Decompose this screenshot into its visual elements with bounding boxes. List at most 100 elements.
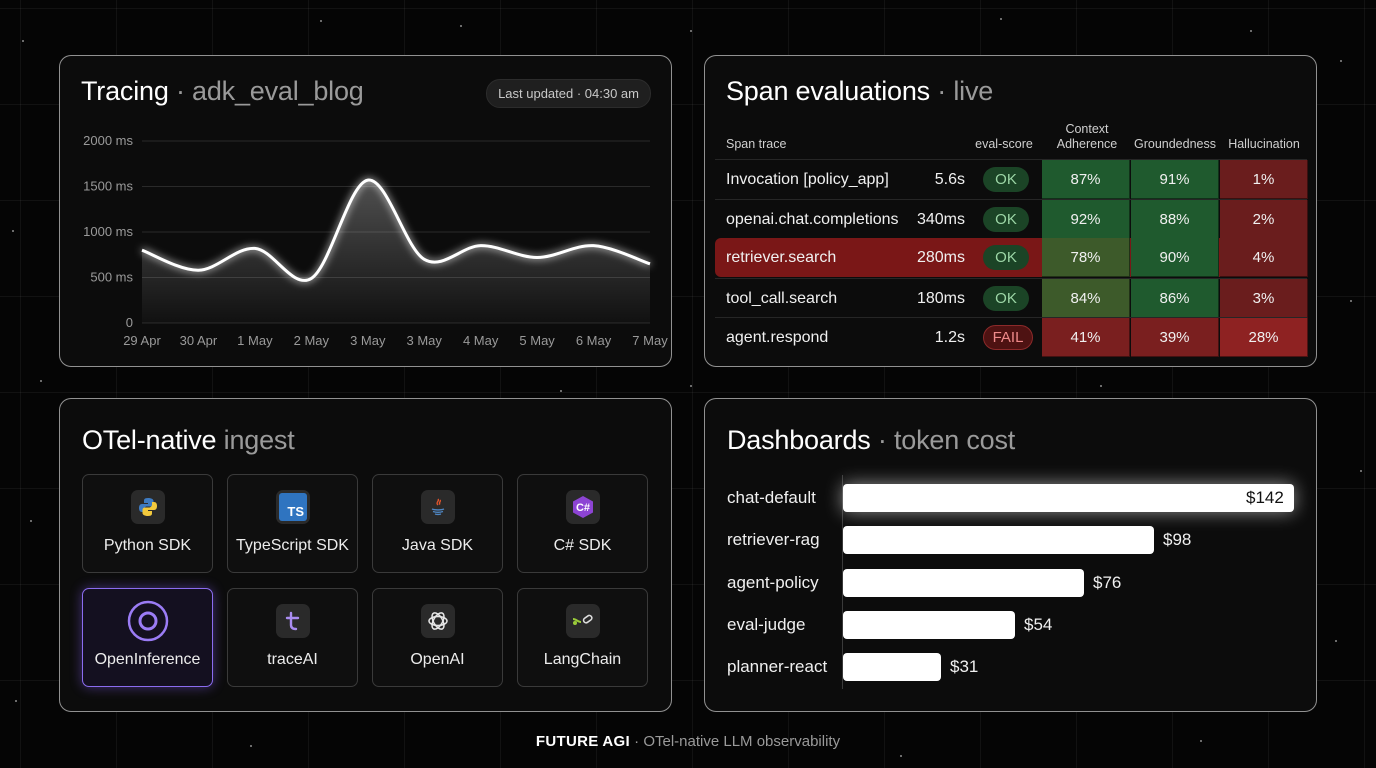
context-adherence-cell: 84% — [1042, 278, 1130, 318]
cost-bar-row[interactable]: chat-default $142 — [705, 484, 1318, 514]
star-dot — [900, 755, 902, 757]
x-tick-label: 1 May — [237, 333, 273, 348]
star-dot — [1340, 60, 1342, 62]
star-dot — [1250, 30, 1252, 32]
sdk-tile-openinference[interactable]: OpenInference — [82, 588, 213, 687]
x-tick-label: 3 May — [350, 333, 386, 348]
cost-bar — [843, 526, 1154, 555]
context-adherence-cell: 92% — [1042, 199, 1130, 239]
bar-label: retriever-rag — [727, 530, 820, 550]
dashboards-panel: Dashboards · token cost chat-default $142… — [704, 398, 1317, 712]
x-tick-label: 2 May — [294, 333, 330, 348]
span-name: agent.respond — [726, 329, 829, 346]
bar-label: eval-judge — [727, 614, 806, 634]
tracing-panel: Tracing · adk_eval_blog Last updated · 0… — [59, 55, 672, 367]
span-name: tool_call.search — [726, 289, 838, 307]
dash-title: Dashboards · token cost — [727, 425, 1015, 456]
span-duration: 340ms — [916, 210, 965, 228]
span-row[interactable]: openai.chat.completions 340ms OK 92% 88% 2% — [715, 198, 1308, 239]
sdk-tile-java-sdk[interactable]: Java SDK — [372, 474, 503, 573]
y-tick-label: 500 ms — [90, 270, 133, 285]
x-tick-label: 30 Apr — [180, 333, 218, 348]
sdk-label: C# SDK — [553, 537, 612, 554]
sdk-tile-c-sdk[interactable]: C# C# SDK — [517, 474, 648, 573]
star-dot — [30, 520, 32, 522]
footer: FUTURE AGI · OTel-native LLM observabili… — [0, 733, 1376, 750]
cost-bar-row[interactable]: agent-policy $76 — [705, 568, 1318, 599]
cost-bar-row[interactable]: retriever-rag $98 — [705, 526, 1318, 556]
span-row[interactable]: tool_call.search 180ms OK 84% 86% 3% — [715, 277, 1308, 318]
sdk-label: OpenAI — [410, 651, 465, 668]
sdk-tile-typescript-sdk[interactable]: TS TypeScript SDK — [227, 474, 358, 573]
hallucination-cell: 3% — [1220, 278, 1308, 318]
groundedness-cell: 86% — [1131, 278, 1219, 318]
star-dot — [250, 745, 252, 747]
context-adherence-cell: 78% — [1042, 238, 1130, 277]
span-name: Invocation [policy_app] — [726, 171, 889, 188]
sdk-label: OpenInference — [94, 651, 201, 668]
y-tick-label: 1500 ms — [83, 179, 133, 194]
sdk-label: Java SDK — [401, 537, 474, 554]
span-row[interactable]: Invocation [policy_app] 5.6s OK 87% 91% 1% — [715, 159, 1308, 199]
x-tick-label: 6 May — [576, 333, 612, 348]
latency-area — [142, 180, 650, 323]
cost-bar — [843, 653, 941, 682]
bar-label: chat-default — [727, 488, 816, 507]
spans-title: Span evaluations · live — [726, 76, 993, 107]
bar-value: $98 — [1163, 530, 1192, 550]
hallucination-cell: 1% — [1220, 160, 1308, 199]
span-name: retriever.search — [726, 249, 837, 266]
sdk-tile-langchain[interactable]: LangChain — [517, 588, 648, 687]
span-name: openai.chat.completions — [726, 210, 899, 228]
eval-score-pill: OK — [983, 245, 1029, 270]
sdk-tile-traceai[interactable]: traceAI — [227, 588, 358, 687]
bar-value: $76 — [1093, 572, 1122, 592]
hallucination-cell: 2% — [1220, 199, 1308, 239]
star-dot — [1100, 385, 1102, 387]
sdk-tile-python-sdk[interactable]: Python SDK — [82, 474, 213, 573]
span-duration: 1.2s — [934, 329, 965, 346]
dash-title-sub: · token cost — [877, 425, 1016, 455]
bar-value: $31 — [950, 657, 979, 677]
context-adherence-cell: 87% — [1042, 160, 1130, 199]
groundedness-cell: 91% — [1131, 160, 1219, 199]
eval-score-pill: FAIL — [983, 325, 1033, 350]
star-dot — [560, 390, 562, 392]
span-row[interactable]: agent.respond 1.2s FAIL 41% 39% 28% — [715, 317, 1308, 357]
bar-axis — [842, 475, 843, 689]
dash-title-main: Dashboards — [727, 425, 871, 455]
groundedness-cell: 88% — [1131, 199, 1219, 239]
java-icon — [421, 490, 455, 524]
latency-chart: 2000 ms 1500 ms 1000 ms 500 ms 0 29 Apr 30 Apr… — [83, 133, 668, 348]
bar-value: $142 — [1246, 488, 1284, 507]
cost-bar-row[interactable]: eval-judge $54 — [705, 610, 1318, 641]
star-dot — [690, 385, 692, 387]
traceai-icon — [276, 604, 310, 638]
sdk-label: Python SDK — [103, 537, 192, 554]
bar-label: planner-react — [727, 657, 828, 677]
cost-bar — [843, 568, 1084, 597]
header-context-adherence: Context Adherence — [1056, 122, 1118, 151]
groundedness-cell: 39% — [1131, 318, 1219, 357]
bar-value: $54 — [1024, 614, 1053, 634]
csharp-icon: C# — [566, 490, 600, 524]
context-adherence-cell: 41% — [1042, 318, 1130, 357]
header-eval-score: eval-score — [975, 137, 1033, 151]
x-tick-label: 29 Apr — [123, 333, 161, 348]
header-span-trace: Span trace — [726, 137, 787, 151]
bar-label: agent-policy — [727, 572, 819, 592]
cost-bar — [843, 610, 1015, 639]
span-row[interactable]: retriever.search 280ms OK 78% 90% 4% — [715, 238, 1308, 277]
eval-score-pill: OK — [983, 285, 1029, 311]
sdk-tile-openai[interactable]: OpenAI — [372, 588, 503, 687]
tracing-title-main: Tracing — [81, 76, 169, 106]
star-dot — [1200, 740, 1202, 742]
cost-bar-row[interactable]: planner-react $31 — [705, 653, 1318, 683]
star-dot — [22, 40, 24, 42]
y-tick-label: 0 — [126, 315, 133, 330]
last-updated-badge: Last updated · 04:30 am — [486, 79, 651, 108]
sdk-label: TypeScript SDK — [236, 537, 349, 554]
y-tick-label: 2000 ms — [83, 133, 133, 148]
span-duration: 280ms — [916, 249, 965, 266]
otel-title-sub: ingest — [223, 425, 295, 455]
